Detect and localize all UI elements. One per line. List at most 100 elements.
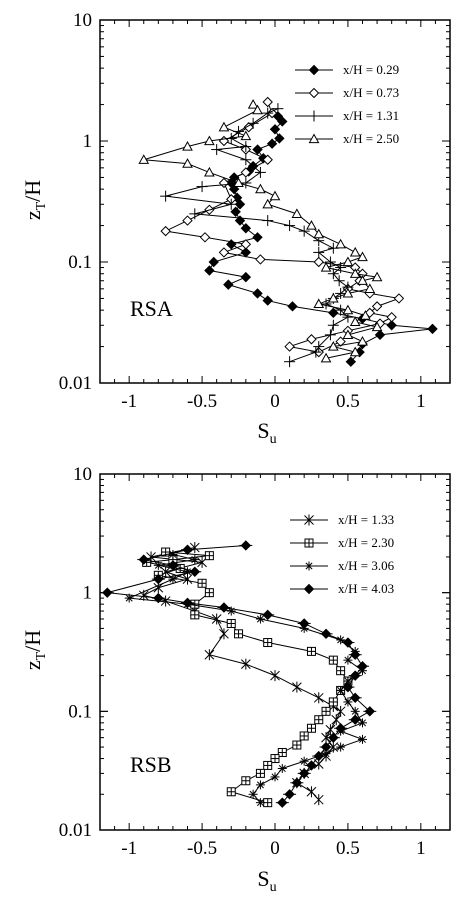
- data-point: [160, 225, 171, 237]
- data-point: [240, 223, 252, 234]
- data-point: [343, 655, 353, 665]
- panel-label: RSA: [130, 296, 173, 321]
- data-point: [240, 130, 252, 141]
- legend-marker: [308, 87, 320, 99]
- x-tick-label: -0.5: [187, 391, 217, 412]
- legend-marker: [302, 583, 316, 595]
- data-point: [327, 319, 339, 331]
- chart-panel-2: -1 -0.5 0 0.5 1 0.01 0.1 1 10 Su zT/H RSB x/H = 1.33…: [20, 464, 451, 895]
- legend-item: x/H = 0.73: [295, 85, 399, 100]
- x-tick-label: -1: [121, 838, 137, 859]
- data-point: [327, 341, 339, 351]
- data-point: [345, 356, 357, 367]
- data-point: [331, 714, 342, 726]
- data-point: [349, 268, 361, 278]
- data-point: [240, 271, 252, 283]
- legend-marker: [308, 110, 320, 122]
- data-point: [277, 116, 288, 127]
- data-point: [262, 295, 273, 306]
- data-point: [181, 597, 194, 609]
- data-point: [343, 697, 353, 707]
- x-tick-label: 1: [416, 838, 426, 859]
- legend-label: x/H = 3.06: [338, 558, 395, 573]
- data-point: [321, 706, 331, 716]
- x-tick-label: -1: [121, 391, 137, 412]
- data-point: [190, 555, 200, 565]
- y-tick-label: 10: [73, 464, 92, 485]
- data-point: [371, 321, 383, 332]
- data-point: [319, 741, 333, 753]
- data-point: [254, 166, 266, 178]
- data-point: [290, 777, 304, 788]
- legend-marker: [308, 64, 320, 76]
- data-point: [324, 256, 336, 268]
- data-point: [287, 301, 298, 312]
- data-point: [357, 336, 368, 346]
- data-point: [255, 614, 265, 624]
- data-point: [241, 776, 251, 786]
- legend-item: x/H = 1.31: [295, 108, 399, 123]
- legend-label: x/H = 1.33: [338, 512, 394, 527]
- data-point: [336, 685, 346, 695]
- data-point: [341, 681, 355, 693]
- data-point: [320, 298, 332, 310]
- data-point: [255, 768, 265, 778]
- data-point: [270, 670, 280, 682]
- data-point: [263, 798, 273, 808]
- data-point: [333, 275, 345, 287]
- data-point: [350, 706, 360, 716]
- data-point: [263, 760, 273, 770]
- data-point: [100, 587, 114, 598]
- data-point: [269, 124, 281, 135]
- data-point: [270, 754, 280, 764]
- data-point: [197, 578, 207, 588]
- data-point: [335, 238, 346, 249]
- data-point: [217, 602, 231, 613]
- data-point: [427, 323, 438, 335]
- data-point: [327, 268, 339, 280]
- data-point: [262, 96, 273, 108]
- x-tick-label: 0.5: [336, 391, 360, 412]
- data-point: [358, 734, 367, 744]
- data-point: [374, 329, 386, 341]
- data-point: [190, 610, 200, 620]
- panel-label: RSB: [130, 752, 172, 777]
- data-point: [284, 356, 296, 368]
- data-point: [335, 287, 347, 299]
- data-point: [277, 763, 287, 773]
- data-point: [348, 670, 362, 681]
- data-point: [348, 649, 362, 660]
- data-point: [310, 346, 322, 358]
- data-point: [182, 215, 193, 226]
- y-tick-label: 1: [83, 583, 93, 604]
- x-tick-label: 1: [416, 391, 426, 412]
- data-point: [204, 649, 215, 661]
- data-point: [357, 275, 368, 285]
- data-point: [312, 750, 326, 762]
- data-point: [223, 279, 234, 290]
- data-point: [313, 256, 324, 268]
- data-point: [298, 225, 310, 237]
- data-point: [313, 246, 325, 258]
- legend-item: x/H = 1.33: [290, 512, 394, 527]
- data-point: [137, 554, 151, 565]
- data-point: [304, 760, 318, 771]
- data-point: [326, 732, 340, 743]
- data-point: [284, 341, 295, 352]
- legend-label: x/H = 1.31: [343, 108, 399, 123]
- data-point: [313, 228, 325, 239]
- data-point: [284, 220, 296, 232]
- x-axis-label: Su: [257, 866, 276, 895]
- data-point: [240, 167, 252, 178]
- data-point: [356, 661, 369, 672]
- data-point: [336, 742, 346, 752]
- data-point: [240, 141, 252, 153]
- data-point: [274, 133, 285, 144]
- data-point: [306, 220, 317, 230]
- data-point: [297, 768, 311, 779]
- series-2: [142, 547, 353, 808]
- legend-marker: [308, 133, 320, 144]
- legend-item: x/H = 2.30: [290, 535, 394, 550]
- data-point: [160, 190, 172, 202]
